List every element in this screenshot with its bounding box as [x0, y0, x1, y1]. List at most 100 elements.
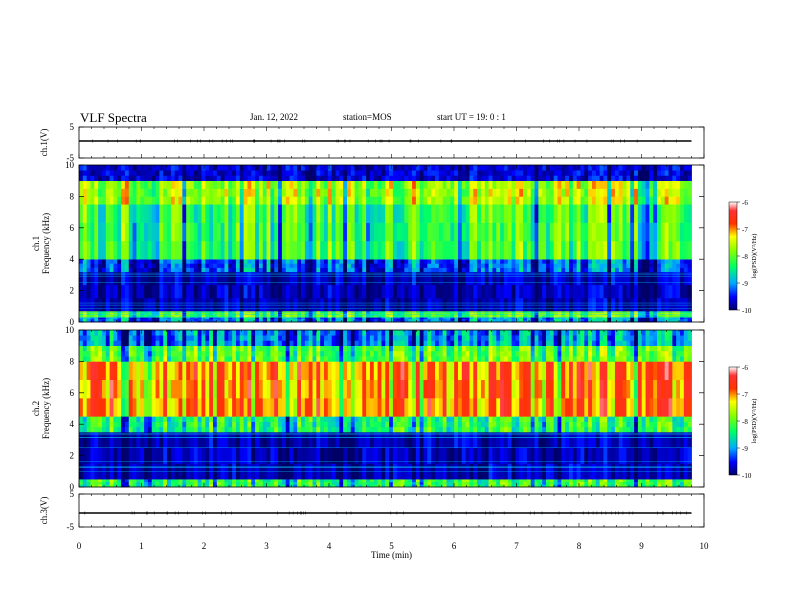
spectro-cell: [519, 317, 524, 320]
spectro-cell: [159, 313, 164, 316]
spectro-cell: [461, 165, 467, 171]
spectro-cell: [285, 284, 290, 299]
spectro-cell: [324, 379, 329, 399]
spectro-cell: [599, 271, 604, 286]
spectro-cell: [523, 315, 528, 318]
spectro-cell: [415, 297, 421, 312]
spectro-cell: [304, 271, 310, 286]
spectro-cell: [366, 180, 371, 189]
spectro-cell: [121, 320, 126, 323]
spectro-cell: [500, 297, 505, 312]
spectro-cell: [132, 398, 137, 417]
spectro-cell: [182, 361, 187, 381]
spectro-cell: [653, 315, 658, 318]
spectro-cell: [243, 398, 248, 417]
spectro-cell: [98, 188, 103, 197]
spectro-cell: [266, 175, 271, 181]
spectro-cell: [98, 340, 103, 346]
spectro-cell: [113, 340, 118, 346]
spectro-cell: [435, 240, 440, 260]
spectro-cell: [377, 222, 382, 242]
spectro-cell: [412, 484, 417, 488]
spectro-cell: [526, 318, 532, 321]
spectro-cell: [167, 361, 172, 381]
spectro-cell: [331, 361, 336, 381]
spectro-cell: [680, 271, 685, 286]
spectro-cell: [239, 267, 245, 273]
spectro-cell: [415, 426, 421, 433]
spectro-cell: [182, 432, 187, 449]
spectro-cell: [190, 484, 195, 488]
spectro-cell: [182, 426, 187, 433]
spectro-cell: [212, 180, 218, 189]
spectro-cell: [626, 180, 631, 189]
spectro-cell: [377, 426, 382, 433]
spectro-cell: [546, 318, 551, 321]
spectro-cell: [572, 180, 578, 189]
spectro-cell: [293, 188, 298, 197]
spectro-cell: [90, 379, 95, 399]
spectro-cell: [281, 361, 287, 381]
spectro-cell: [343, 345, 348, 352]
spectro-cell: [412, 356, 417, 362]
spectro-cell: [124, 297, 130, 312]
spectro-cell: [542, 315, 547, 318]
spectro-cell: [366, 447, 371, 464]
spectro-cell: [377, 267, 382, 273]
spectro-cell: [117, 170, 122, 176]
spectro-cell: [557, 267, 562, 273]
spectro-cell: [316, 315, 321, 318]
spectro-cell: [354, 379, 359, 399]
spectro-cell: [358, 416, 363, 422]
spectro-cell: [404, 165, 409, 171]
spectro-cell: [86, 416, 91, 422]
spectro-cell: [228, 271, 233, 286]
spectro-cell: [255, 330, 260, 336]
spectro-cell: [569, 165, 574, 171]
spectro-cell: [140, 263, 145, 268]
spectro-cell: [396, 170, 401, 176]
spectro-cell: [327, 379, 333, 399]
spectro-cell: [668, 313, 673, 316]
spectro-cell: [366, 484, 371, 488]
spectro-cell: [239, 426, 245, 433]
spectro-cell: [584, 259, 589, 264]
spectro-cell: [346, 416, 352, 422]
spectro-cell: [247, 421, 252, 428]
spectro-cell: [82, 398, 88, 417]
spectro-cell: [163, 240, 168, 260]
spectro-cell: [121, 398, 126, 417]
spectro-cell: [607, 175, 612, 181]
spectro-cell: [320, 398, 325, 417]
spectro-cell: [255, 180, 260, 189]
spectro-cell: [274, 165, 279, 171]
spectro-cell: [415, 318, 421, 321]
spectro-cell: [373, 479, 378, 483]
spectro-cell: [216, 426, 222, 433]
spectro-cell: [580, 259, 585, 264]
spectro-cell: [335, 421, 340, 428]
spectro-cell: [297, 267, 302, 273]
spectro-cell: [549, 175, 555, 181]
spectro-cell: [427, 297, 432, 312]
spectro-cell: [473, 317, 478, 320]
spectro-cell: [151, 345, 156, 352]
spectro-cell: [235, 330, 241, 336]
spectro-cell: [461, 284, 467, 299]
spectro-cell: [657, 297, 662, 312]
spectro-cell: [293, 180, 298, 189]
spectro-cell: [588, 170, 593, 176]
spectro-cell: [205, 330, 210, 336]
spectro-cell: [626, 320, 631, 323]
spectro-cell: [450, 271, 455, 286]
spectro-cell: [312, 297, 317, 312]
spectro-cell: [419, 416, 424, 422]
spectro-cell: [270, 320, 275, 323]
spectro-cell: [611, 240, 616, 260]
spectro-cell: [389, 315, 394, 318]
spectro-cell: [346, 315, 352, 318]
spectro-cell: [331, 447, 336, 464]
spectro-cell: [415, 259, 421, 264]
spectro-cell: [346, 350, 352, 357]
spectro-cell: [144, 345, 149, 352]
